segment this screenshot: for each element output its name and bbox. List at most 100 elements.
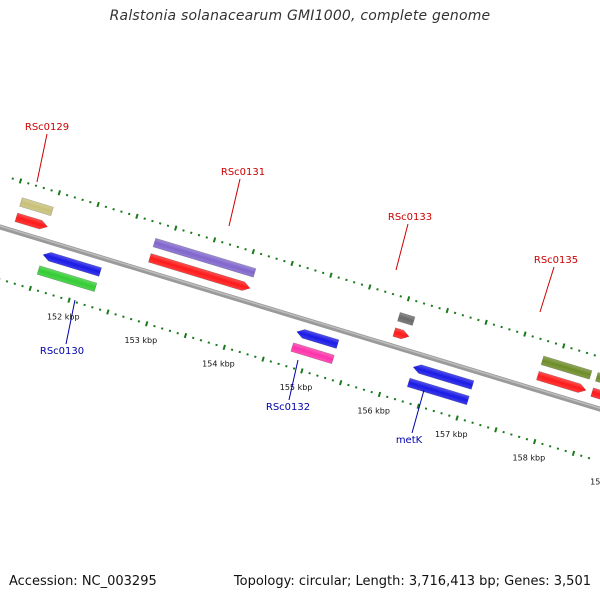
tick-mark-bottom bbox=[541, 442, 544, 446]
tick-mark-bottom bbox=[517, 435, 521, 439]
tick-mark-top bbox=[585, 351, 589, 355]
cds-feature-shape bbox=[590, 387, 600, 411]
tick-mark-top bbox=[120, 210, 123, 213]
tick-mark-top bbox=[469, 316, 472, 319]
tick-mark-top bbox=[368, 284, 372, 290]
tick-mark-top bbox=[151, 219, 154, 223]
cds-feature-shape bbox=[14, 212, 48, 230]
tick-mark-bottom bbox=[393, 397, 397, 401]
tick-mark-top bbox=[546, 339, 550, 343]
tick-mark-top bbox=[127, 212, 131, 216]
tick-mark-bottom bbox=[52, 294, 55, 297]
genome-backbone bbox=[0, 224, 600, 412]
gene-label-leader bbox=[395, 223, 409, 271]
tick-mark-top bbox=[205, 236, 209, 239]
gene-label-leader bbox=[288, 359, 299, 401]
gene-feature-shape bbox=[540, 355, 593, 380]
cds-feature-shape bbox=[412, 364, 475, 390]
tick-mark-bottom bbox=[285, 364, 288, 368]
tick-mark-top bbox=[290, 260, 294, 267]
tick-mark-bottom bbox=[60, 296, 63, 300]
tick-mark-top bbox=[500, 325, 503, 329]
tick-mark-bottom bbox=[98, 308, 102, 311]
tick-mark-bottom bbox=[571, 450, 576, 457]
gene-feature-shape bbox=[397, 312, 416, 326]
tick-mark-top bbox=[298, 264, 302, 268]
tick-mark-top bbox=[314, 269, 317, 272]
cds-feature bbox=[590, 387, 600, 411]
tick-mark-top bbox=[461, 314, 465, 317]
tick-mark-bottom bbox=[556, 447, 560, 450]
gene-label: RSc0129 bbox=[25, 122, 69, 133]
tick-mark-top bbox=[422, 302, 426, 305]
map-title: Ralstonia solanacearum GMI1000, complete… bbox=[109, 8, 491, 24]
tick-mark-bottom bbox=[385, 395, 389, 399]
tick-mark-bottom bbox=[479, 423, 482, 427]
tick-mark-top bbox=[42, 186, 46, 190]
gene-label-leader bbox=[65, 299, 76, 345]
cds-feature-shape bbox=[148, 253, 251, 291]
tick-mark-top bbox=[89, 200, 92, 204]
gene-feature bbox=[290, 342, 335, 365]
tick-mark-top bbox=[383, 290, 387, 293]
tick-mark-top bbox=[259, 252, 263, 256]
tick-mark-bottom bbox=[323, 376, 327, 380]
tick-mark-top bbox=[531, 335, 534, 338]
tick-mark-bottom bbox=[510, 433, 513, 436]
gene-feature-shape bbox=[406, 377, 470, 406]
gene-feature-shape bbox=[36, 265, 98, 293]
tick-mark-top bbox=[376, 288, 379, 291]
tick-mark-bottom bbox=[215, 343, 218, 347]
tick-mark-bottom bbox=[199, 339, 203, 342]
tick-mark-top bbox=[11, 177, 15, 180]
tick-mark-bottom bbox=[176, 331, 179, 335]
tick-mark-bottom bbox=[331, 379, 335, 382]
tick-mark-bottom bbox=[191, 336, 195, 340]
tick-mark-top bbox=[492, 323, 496, 326]
gene-feature bbox=[595, 372, 600, 398]
tick-mark-top bbox=[236, 245, 240, 249]
tick-mark-top bbox=[523, 331, 527, 337]
tick-mark-top bbox=[267, 255, 271, 258]
tick-mark-bottom bbox=[13, 282, 17, 285]
cds-feature bbox=[14, 212, 48, 230]
tick-mark-bottom bbox=[486, 426, 490, 429]
tick-mark-top bbox=[275, 257, 278, 260]
kbp-label: 155 kbp bbox=[280, 383, 313, 392]
tick-mark-top bbox=[166, 224, 170, 227]
tick-mark-bottom bbox=[440, 412, 443, 415]
tick-mark-bottom bbox=[238, 350, 242, 354]
tick-mark-top bbox=[158, 222, 162, 225]
gene-feature-shape bbox=[152, 237, 257, 278]
gene-feature bbox=[540, 355, 593, 380]
cds-feature-shape bbox=[536, 370, 587, 393]
tick-mark-bottom bbox=[222, 344, 226, 351]
tick-mark-bottom bbox=[129, 317, 133, 321]
cds-feature-shape bbox=[42, 252, 102, 277]
cds-feature bbox=[536, 370, 587, 393]
tick-mark-bottom bbox=[277, 362, 280, 366]
tick-mark-bottom bbox=[160, 327, 164, 330]
kbp-label: 157 kbp bbox=[435, 430, 468, 439]
tick-mark-top bbox=[593, 354, 597, 357]
gene-feature bbox=[397, 312, 416, 326]
gene-feature bbox=[19, 197, 54, 217]
tick-mark-bottom bbox=[292, 367, 296, 370]
tick-mark-top bbox=[197, 233, 201, 237]
kbp-label: 156 kbp bbox=[357, 407, 390, 416]
gene-label-leader bbox=[36, 133, 48, 183]
tick-mark-top bbox=[212, 237, 217, 243]
cds-feature bbox=[296, 329, 340, 349]
tick-mark-bottom bbox=[183, 332, 188, 339]
gene-feature-shape bbox=[290, 342, 335, 365]
tick-mark-top bbox=[352, 281, 356, 284]
tick-mark-top bbox=[477, 318, 480, 322]
tick-mark-bottom bbox=[308, 372, 311, 375]
tick-mark-top bbox=[112, 208, 115, 211]
tick-mark-top bbox=[570, 347, 573, 350]
gene-label: RSc0132 bbox=[266, 402, 310, 413]
tick-mark-bottom bbox=[246, 353, 249, 356]
tick-mark-top bbox=[438, 306, 441, 310]
tick-mark-bottom bbox=[377, 391, 382, 398]
tick-mark-top bbox=[321, 271, 325, 275]
